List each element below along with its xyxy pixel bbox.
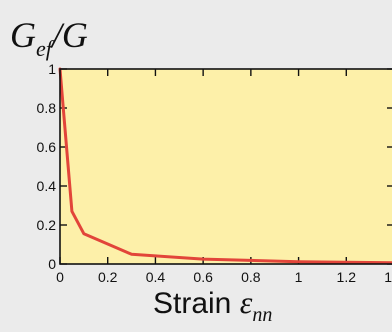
x-tick-label: 0 [56,269,64,285]
plot-area [60,69,392,264]
title-rest: /G [50,15,88,55]
y-tick-label: 0.6 [37,139,57,155]
title-subscript: ef [36,36,55,61]
x-tick-label: 1.4 [384,269,392,285]
x-tick-label: 0.2 [98,269,118,285]
x-axis-label-symbol: ε [240,284,253,320]
x-tick-labels: 0 0.2 0.4 0.6 0.8 1 1.2 1.4 [56,269,392,285]
y-tick-label: 0.4 [37,178,57,194]
x-axis-label: Strain εnn [153,284,272,326]
title-main: G [10,15,36,55]
y-tick-labels: 0 0.2 0.4 0.6 0.8 1 [37,61,57,272]
y-tick-label: 0.8 [37,100,57,116]
y-tick-label: 1 [48,61,56,77]
series-layer [58,67,392,265]
x-tick-label: 1 [295,269,303,285]
plot-frame [59,68,392,265]
y-tick-label: 0.2 [37,217,57,233]
x-tick-label: 0.4 [146,269,166,285]
y-tick-label: 0 [48,256,56,272]
plot-group: 0 0.2 0.4 0.6 0.8 1 0 0.2 0.4 0.6 0.8 1 1.2 1.4 [37,61,392,285]
x-tick-label: 1.2 [337,269,357,285]
x-axis-label-text: Strain [153,287,240,320]
series-line [58,67,392,265]
x-tick-label: 0.8 [241,269,261,285]
x-tick-label: 0.6 [193,269,213,285]
chart-title: Gef/G [10,15,88,61]
x-axis-label-subscript: nn [252,304,272,326]
